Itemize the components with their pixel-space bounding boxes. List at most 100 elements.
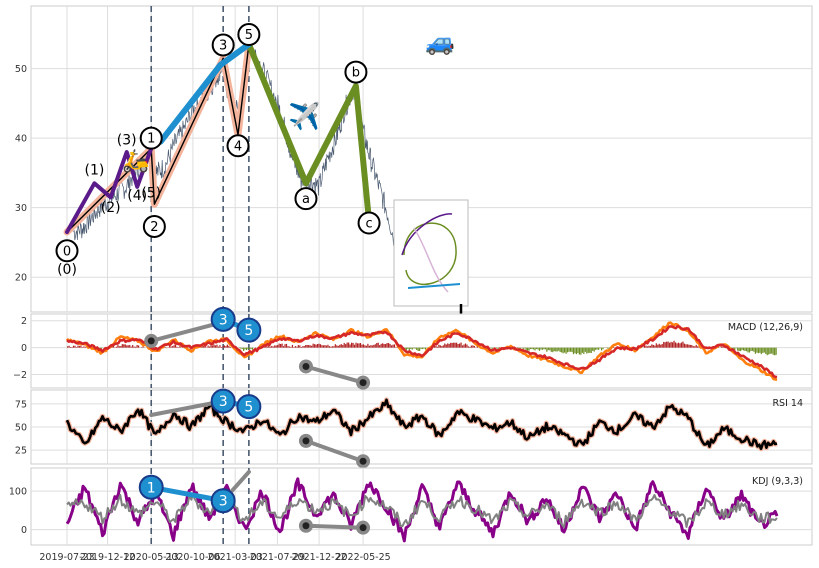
- macd-histogram-bar: [664, 342, 666, 348]
- wave-marker-circle: [138, 474, 164, 500]
- pivot-marker-dot: [302, 362, 310, 370]
- trend-line: [304, 364, 366, 385]
- macd-histogram-bar: [213, 344, 215, 348]
- macd-histogram-bar: [414, 347, 416, 349]
- macd-histogram-bar: [441, 346, 443, 348]
- macd-histogram-bar: [297, 345, 299, 348]
- wave-label-circle: [55, 239, 79, 263]
- macd-histogram-bar: [666, 341, 668, 348]
- macd-histogram-bar: [738, 347, 740, 352]
- macd-histogram-bar: [652, 344, 654, 348]
- macd-histogram-bar: [561, 347, 563, 353]
- macd-histogram-bar: [368, 345, 370, 348]
- macd-histogram-bar: [433, 345, 436, 348]
- macd-histogram-bar: [316, 343, 319, 348]
- wave-label-circle: [237, 23, 261, 47]
- wave-marker-3: 3: [219, 394, 228, 410]
- pivot-marker-dot: [302, 522, 310, 530]
- macd-histogram-bar: [120, 345, 122, 348]
- macd-histogram-bar: [748, 347, 751, 353]
- macd-frame: [30, 313, 813, 389]
- wave-label-(1): (1): [84, 162, 104, 178]
- macd-histogram-bar: [244, 347, 246, 350]
- macd-histogram-bar: [367, 343, 369, 348]
- macd-histogram-bar: [676, 343, 678, 348]
- macd-histogram-bar: [419, 347, 421, 351]
- macd-histogram-bar: [667, 341, 669, 348]
- macd-histogram-bar: [663, 341, 665, 348]
- macd-histogram-bar: [424, 347, 427, 350]
- wave-label-circle: [344, 60, 368, 84]
- macd-histogram-bar: [436, 346, 438, 348]
- wave-label-(0): (0): [57, 262, 77, 278]
- macd-histogram-bar: [435, 345, 437, 348]
- macd-histogram-bar: [245, 347, 248, 351]
- macd-histogram-bar: [649, 345, 651, 348]
- wave-label-0: 0: [63, 244, 71, 259]
- macd-histogram-bar: [74, 345, 76, 348]
- trend-line: [304, 438, 366, 464]
- macd-histogram-bar: [303, 346, 305, 348]
- macd-histogram-bar: [590, 347, 592, 353]
- macd-histogram-bar: [498, 347, 501, 348]
- macd-histogram-bar: [673, 340, 675, 348]
- macd-histogram-bar: [677, 342, 680, 348]
- macd-histogram-bar: [376, 343, 378, 348]
- macd-histogram-bar: [393, 344, 396, 348]
- macd-histogram-bar: [285, 343, 288, 348]
- x-tick-label: 2020-10-06: [165, 552, 220, 563]
- wave-primary-2-line: [66, 43, 250, 233]
- macd-histogram-bar: [528, 347, 530, 351]
- macd-histogram-bar: [407, 347, 409, 349]
- macd-histogram-bar: [328, 346, 331, 348]
- wave-label-circle: [211, 33, 235, 57]
- macd-histogram-bar: [759, 347, 761, 353]
- macd-histogram-bar: [544, 347, 546, 350]
- macd-histogram-bar: [447, 343, 449, 348]
- macd-histogram-bar: [385, 344, 387, 348]
- wave-label-5: 5: [245, 28, 253, 43]
- macd-histogram-bar: [287, 346, 289, 348]
- rsi-title: RSI 14: [772, 398, 803, 409]
- y-tick-label: 30: [15, 203, 27, 214]
- macd-histogram-bar: [569, 347, 572, 352]
- macd-histogram-bar: [768, 347, 770, 355]
- macd-histogram-bar: [325, 345, 328, 348]
- macd-histogram-bar: [756, 347, 758, 353]
- macd-histogram-bar: [745, 347, 748, 352]
- rsi-series-0: [65, 398, 778, 451]
- wave-label-c: c: [365, 216, 372, 231]
- macd-histogram-bar: [248, 347, 251, 350]
- macd-histogram-bar: [685, 344, 687, 348]
- macd-histogram-bar: [608, 347, 610, 350]
- macd-histogram-bar: [587, 347, 589, 353]
- inset-thumbnail: [393, 199, 469, 322]
- macd-histogram-bar: [356, 343, 359, 348]
- wave-marker-circle: [236, 394, 262, 420]
- macd-histogram-bar: [330, 346, 332, 348]
- wave-abc-line: [245, 41, 373, 225]
- macd-histogram-bar: [170, 346, 172, 348]
- macd-title: MACD (12,26,9): [728, 322, 803, 333]
- wave-label-circle: [294, 187, 318, 211]
- macd-histogram-bar: [115, 346, 118, 348]
- wave-marker-circle: [210, 388, 236, 414]
- macd-histogram-bar: [670, 341, 672, 348]
- macd-histogram-bar: [547, 347, 549, 351]
- macd-histogram-bar: [461, 345, 464, 348]
- macd-histogram-bar: [269, 346, 271, 348]
- macd-histogram-bar: [331, 346, 333, 348]
- macd-histogram-bar: [671, 342, 674, 348]
- macd-histogram-bar: [359, 342, 362, 348]
- macd-histogram-bar: [203, 345, 205, 348]
- macd-histogram-bar: [352, 342, 354, 348]
- macd-histogram-bar: [529, 347, 532, 350]
- macd-histogram-bar: [643, 345, 646, 348]
- trend-line: [304, 523, 366, 530]
- macd-histogram-bar: [503, 346, 505, 348]
- macd-histogram-bar: [438, 344, 440, 348]
- macd-histogram-bar: [226, 344, 228, 348]
- macd-histogram-bar: [387, 343, 390, 348]
- macd-histogram-bar: [126, 345, 128, 348]
- macd-series-1: [66, 324, 778, 379]
